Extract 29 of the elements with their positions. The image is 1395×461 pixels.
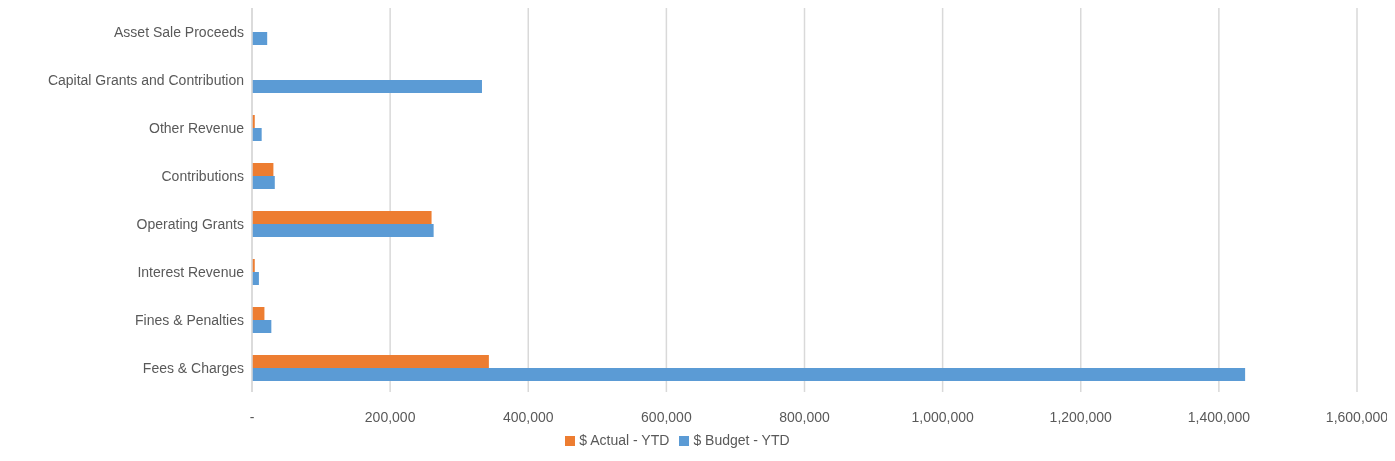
- bar: [252, 224, 434, 237]
- x-tick-label: 800,000: [779, 408, 831, 425]
- bar: [252, 128, 262, 141]
- y-tick-label: Asset Sale Proceeds: [114, 23, 244, 40]
- x-tick-label: -: [249, 408, 255, 425]
- x-tick-label: 600,000: [641, 408, 692, 425]
- y-tick-label: Fees & Charges: [142, 359, 244, 376]
- x-tick-label: 1,000,000: [911, 408, 974, 425]
- bar: [252, 320, 272, 333]
- x-tick-label: 400,000: [502, 408, 554, 425]
- legend-label: $ Actual - YTD: [579, 432, 670, 448]
- bar: [252, 368, 1246, 381]
- bar: [252, 32, 268, 45]
- y-tick-label: Contributions: [161, 167, 244, 184]
- y-tick-label: Fines & Penalties: [135, 311, 244, 328]
- bar: [252, 355, 489, 368]
- y-tick-label: Interest Revenue: [137, 263, 245, 280]
- x-tick-label: 200,000: [364, 408, 416, 425]
- legend-label: $ Budget - YTD: [693, 432, 790, 448]
- x-tick-label: 1,400,000: [1187, 408, 1251, 425]
- bar: [252, 176, 275, 189]
- y-tick-label: Other Revenue: [149, 119, 245, 136]
- bar: [252, 80, 482, 93]
- bar: [252, 211, 432, 224]
- x-tick-label: 1,200,000: [1049, 408, 1113, 425]
- y-tick-label: Operating Grants: [136, 215, 244, 232]
- y-tick-label: Capital Grants and Contribution: [47, 71, 244, 88]
- x-tick-label: 1,600,000: [1325, 408, 1389, 425]
- bar: [252, 163, 274, 176]
